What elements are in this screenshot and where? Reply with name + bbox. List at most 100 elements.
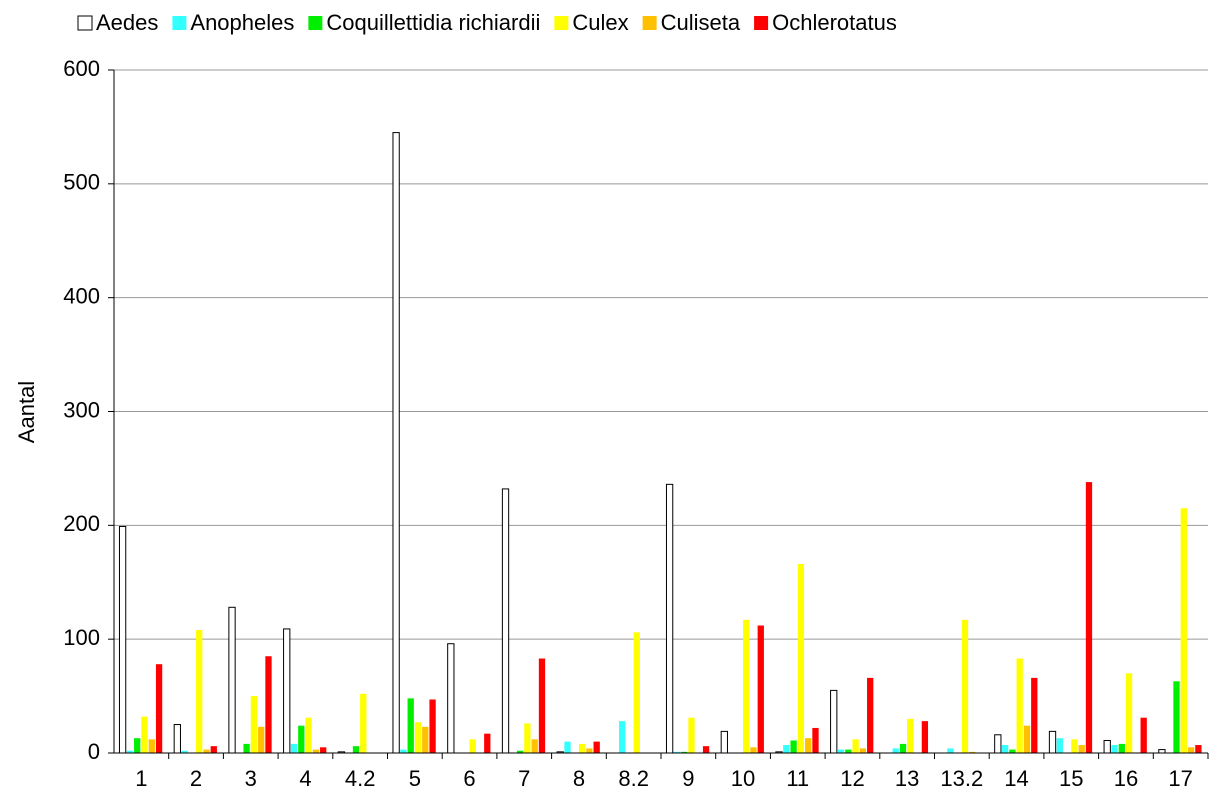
bar	[290, 743, 298, 753]
bar	[210, 746, 217, 753]
bar	[148, 739, 155, 753]
bar	[805, 738, 812, 753]
bar	[243, 743, 250, 753]
x-tick-label: 17	[1168, 766, 1192, 791]
bar	[1158, 749, 1166, 754]
bar	[298, 725, 305, 753]
bar	[961, 619, 969, 753]
bar	[1023, 725, 1031, 753]
y-tick-label: 300	[63, 397, 100, 422]
bar	[407, 698, 414, 753]
bar	[593, 741, 600, 753]
bar	[531, 739, 538, 753]
x-tick-label: 1	[135, 766, 147, 791]
bar	[155, 664, 163, 753]
legend-label: Culex	[572, 10, 628, 35]
bar	[320, 747, 327, 753]
bar	[516, 750, 524, 753]
x-tick-label: 6	[463, 766, 475, 791]
bar	[812, 727, 819, 753]
bar	[538, 658, 546, 753]
bar	[134, 738, 141, 753]
bar	[845, 749, 852, 753]
bar	[118, 525, 127, 754]
bar	[899, 743, 907, 753]
bar	[1048, 730, 1057, 754]
bar	[681, 751, 688, 753]
bar	[312, 749, 320, 753]
bar	[196, 630, 203, 753]
bar	[852, 739, 859, 753]
bar	[578, 743, 586, 753]
x-tick-label: 2	[190, 766, 202, 791]
bar	[1016, 658, 1023, 753]
bar	[921, 721, 929, 753]
x-tick-label: 8.2	[618, 766, 649, 791]
legend-swatch	[554, 16, 569, 30]
x-tick-label: 4	[299, 766, 311, 791]
x-tick-label: 7	[518, 766, 530, 791]
bar	[141, 716, 148, 753]
y-axis-label: Aantal	[14, 381, 39, 443]
bar	[250, 696, 258, 753]
legend-swatch	[642, 16, 657, 30]
x-tick-label: 10	[731, 766, 755, 791]
bar	[837, 749, 845, 753]
bar	[688, 717, 695, 753]
bar	[1173, 681, 1180, 753]
bar	[1009, 749, 1016, 753]
bar	[422, 726, 429, 753]
bar	[586, 748, 593, 753]
bar	[619, 721, 626, 753]
x-tick-label: 16	[1114, 766, 1138, 791]
bar	[484, 733, 491, 753]
bar	[1103, 739, 1111, 754]
bar	[501, 488, 510, 754]
x-tick-label: 13.2	[940, 766, 983, 791]
x-tick-label: 5	[409, 766, 421, 791]
bar	[1071, 739, 1078, 753]
bar	[1118, 743, 1125, 753]
bar	[564, 741, 571, 753]
x-tick-label: 11	[786, 766, 809, 791]
bar	[258, 726, 265, 753]
bar	[750, 747, 757, 753]
bar	[859, 748, 867, 753]
y-tick-label: 400	[63, 283, 100, 308]
bar	[1180, 508, 1187, 753]
x-tick-label: 12	[840, 766, 864, 791]
bar	[673, 751, 681, 753]
y-tick-label: 200	[63, 511, 100, 536]
bar	[720, 730, 728, 754]
x-tick-label: 3	[245, 766, 257, 791]
legend-label: Ochlerotatus	[772, 10, 897, 35]
bar	[1031, 677, 1038, 753]
legend-swatch	[77, 15, 93, 31]
bar	[1001, 745, 1009, 753]
bar	[126, 750, 134, 753]
bar	[757, 625, 764, 753]
bar	[1056, 738, 1063, 753]
bar	[665, 483, 674, 754]
bar	[994, 734, 1002, 754]
bar	[1140, 717, 1147, 753]
x-tick-label: 4.2	[345, 766, 376, 791]
bar	[790, 740, 797, 753]
bar	[400, 749, 407, 753]
bar	[1078, 745, 1085, 753]
x-tick-label: 14	[1004, 766, 1028, 791]
legend-swatch	[754, 16, 769, 30]
legend-swatch	[308, 16, 323, 30]
bar	[181, 750, 188, 753]
y-tick-label: 500	[63, 170, 100, 195]
y-tick-label: 600	[63, 56, 100, 81]
legend-label: Coquillettidia richiardii	[326, 10, 540, 35]
bar	[702, 746, 710, 753]
bar	[743, 619, 750, 753]
bar	[830, 689, 838, 754]
bar	[907, 718, 914, 753]
bar	[429, 699, 436, 753]
bar	[265, 656, 272, 753]
y-tick-label: 100	[63, 625, 100, 650]
bar	[1085, 482, 1093, 753]
